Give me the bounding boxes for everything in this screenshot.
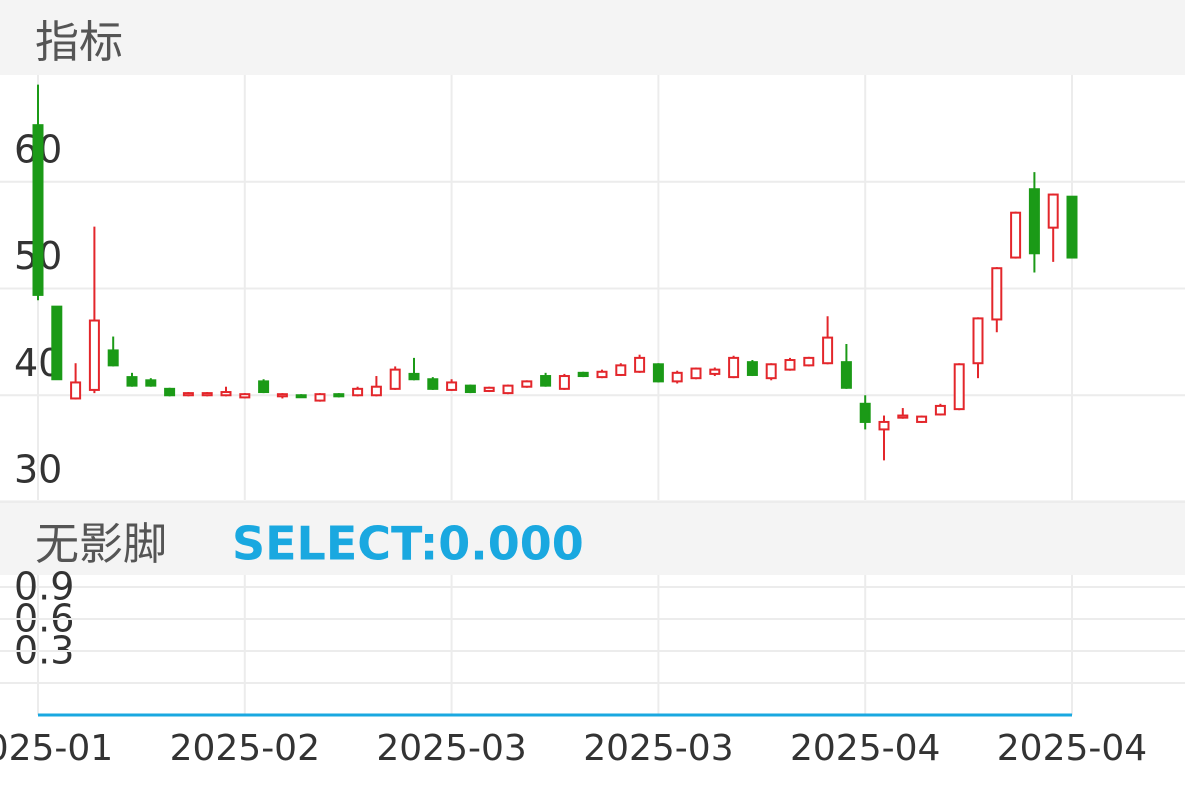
candle-body	[427, 378, 439, 390]
candle-body	[389, 368, 401, 390]
candle-body	[521, 380, 533, 388]
candle-body	[728, 356, 740, 379]
candle-body	[803, 356, 815, 367]
candle-body	[897, 414, 909, 419]
candle-body	[558, 375, 570, 390]
candle-body	[916, 415, 928, 423]
x-tick-label: 2025-03	[583, 728, 733, 769]
x-tick-label: 2025-04	[790, 728, 940, 769]
candle-body	[991, 267, 1003, 321]
header-band	[0, 0, 1185, 75]
indicator-legend: SELECT:0.000	[232, 517, 584, 571]
candle-body	[1010, 211, 1022, 259]
candle-body	[239, 393, 251, 399]
candle-body	[276, 393, 288, 398]
candle-body	[70, 381, 82, 400]
candle-body	[840, 361, 852, 389]
candle-body	[746, 361, 758, 376]
x-tick-label: 2025-04	[997, 728, 1147, 769]
candle-body	[634, 356, 646, 373]
candle-body	[822, 336, 834, 365]
candle-body	[295, 394, 307, 399]
candle-body	[652, 363, 664, 383]
candle-body	[1028, 188, 1040, 255]
candle-body	[878, 420, 890, 431]
candle-body	[258, 380, 270, 394]
candle-body	[107, 349, 119, 367]
candle-body	[314, 393, 326, 402]
candle-body	[352, 387, 364, 397]
candle-body	[126, 376, 138, 387]
candle-body	[690, 367, 702, 380]
candle-body	[596, 370, 608, 379]
candle-body	[446, 381, 458, 391]
candle-body	[709, 368, 721, 375]
candle-body	[1047, 193, 1059, 229]
candle-body	[164, 387, 176, 397]
candle-body	[32, 124, 44, 296]
candle-body	[671, 371, 683, 383]
candle-body	[51, 305, 63, 381]
x-tick-label: 2025-01	[0, 728, 113, 769]
candle-body	[408, 372, 420, 381]
candle-body	[540, 375, 552, 387]
candle-body	[934, 404, 946, 416]
panel-title: 无影脚	[35, 519, 167, 570]
panel-title: 指标	[35, 17, 123, 68]
candle-body	[88, 319, 100, 391]
candle-body	[972, 317, 984, 365]
candle-body	[483, 386, 495, 392]
y-tick-label: 0.9	[14, 565, 74, 609]
candle-body	[615, 364, 627, 376]
header-band	[0, 500, 1185, 575]
candle-body	[464, 384, 476, 394]
x-tick-label: 2025-03	[376, 728, 526, 769]
x-tick-label: 2025-02	[170, 728, 320, 769]
candle-body	[333, 393, 345, 398]
candle-body	[201, 392, 213, 397]
candle-body	[953, 363, 965, 411]
candle-body	[577, 371, 589, 378]
candle-body	[765, 363, 777, 380]
candle-body	[1066, 195, 1078, 259]
candle-body	[502, 384, 514, 395]
candle-body	[370, 385, 382, 397]
candle-body	[220, 391, 232, 397]
candle-body	[182, 392, 194, 397]
candle-body	[145, 379, 157, 387]
candle-body	[784, 359, 796, 371]
candle-body	[859, 402, 871, 423]
